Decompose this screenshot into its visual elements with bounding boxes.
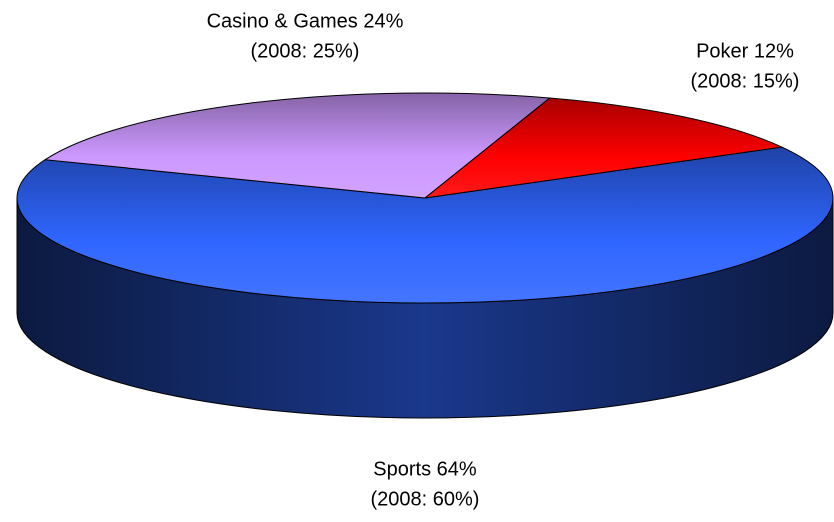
slice-label: Poker 12% bbox=[696, 40, 794, 62]
prior-label: (2008: 25%) bbox=[251, 40, 360, 62]
pie-tops bbox=[16, 92, 834, 304]
prior-label: (2008: 15%) bbox=[691, 70, 800, 92]
labels: Sports 64% (2008: 60%) Casino & Games 24% (… bbox=[207, 10, 800, 510]
slice bbox=[16, 146, 834, 304]
prior-label: (2008: 60%) bbox=[371, 488, 480, 510]
slice bbox=[424, 97, 783, 199]
slice-label: Sports 64% bbox=[373, 458, 477, 480]
slice bbox=[44, 92, 551, 199]
slice-label: Casino & Games 24% bbox=[207, 10, 404, 32]
